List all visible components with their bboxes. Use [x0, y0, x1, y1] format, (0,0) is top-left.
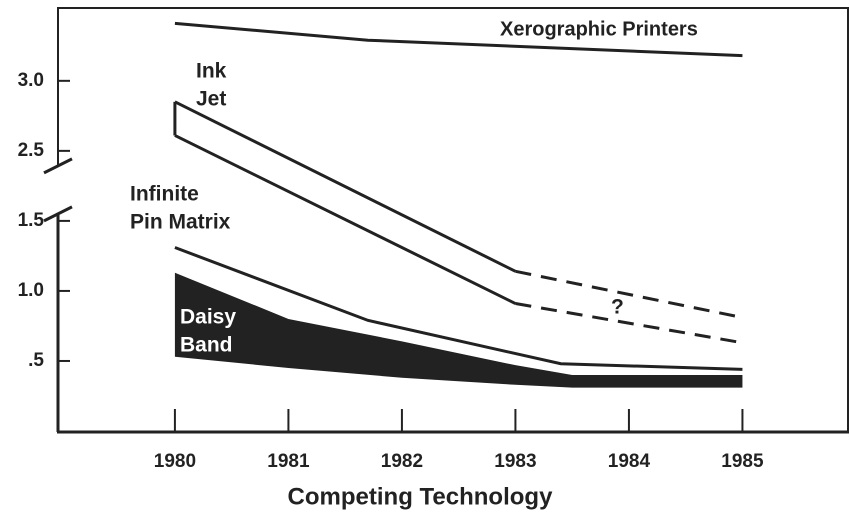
y-tick-label: 3.0 [18, 70, 44, 91]
x-tick-label: 1981 [267, 451, 310, 472]
annotation: Jet [196, 88, 226, 111]
axis-frame [57, 7, 849, 432]
axis-break [43, 157, 73, 175]
y-tick-label: 1.5 [18, 210, 45, 231]
series-line [174, 21, 743, 58]
annotation: Ink [196, 60, 227, 83]
annotation: Xerographic Printers [500, 18, 698, 40]
band-area [174, 272, 743, 388]
x-axis-title: Competing Technology [288, 483, 554, 510]
annotation: Band [180, 334, 233, 357]
annotation: Daisy [180, 306, 236, 329]
upper-line [174, 100, 517, 273]
y-tick-label: .5 [28, 350, 44, 371]
x-tick-label: 1982 [381, 451, 423, 472]
x-tick-label: 1985 [721, 451, 764, 472]
series-line [174, 246, 743, 371]
y-tick-label: 2.5 [18, 140, 45, 161]
x-tick-label: 1983 [494, 451, 536, 472]
x-tick-label: 1984 [608, 451, 651, 472]
x-tick-label: 1980 [154, 451, 196, 472]
annotation: Infinite [130, 183, 199, 206]
axis-break [43, 205, 73, 223]
annotation: Pin Matrix [130, 211, 231, 234]
annotation: ? [611, 296, 624, 319]
upper-line [515, 269, 743, 320]
lower-line [515, 302, 743, 345]
y-tick-label: 1.0 [18, 280, 44, 301]
lower-line [174, 134, 517, 305]
